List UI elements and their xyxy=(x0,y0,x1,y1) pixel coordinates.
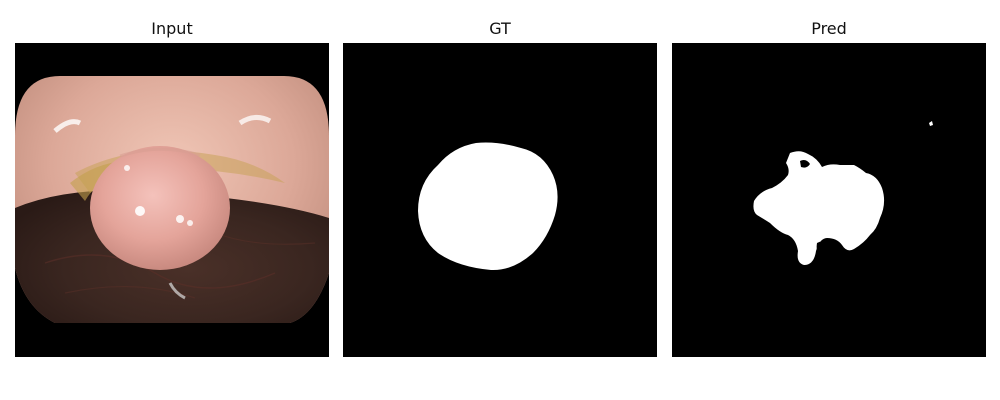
ground-truth-mask xyxy=(343,43,657,357)
input-image xyxy=(15,43,329,357)
gt-mask-image xyxy=(343,43,657,357)
pred-small-hole xyxy=(800,160,810,168)
colonoscopy-image xyxy=(15,43,329,357)
pred-mask-image xyxy=(672,43,986,357)
pred-hole xyxy=(816,241,833,257)
panel-title-input: Input xyxy=(151,19,193,38)
panel-title-gt: GT xyxy=(489,19,511,38)
panel-title-pred: Pred xyxy=(811,19,847,38)
gt-polyp-region xyxy=(418,142,558,271)
pred-speck xyxy=(929,121,933,126)
prediction-mask xyxy=(672,43,986,357)
pred-polyp-region xyxy=(753,151,885,265)
